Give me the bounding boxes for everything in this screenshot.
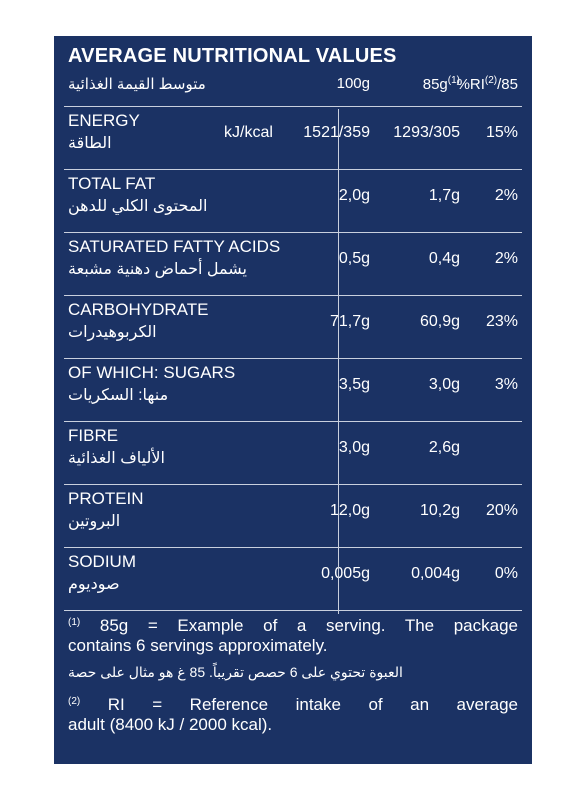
nutrient-name-arabic: صوديوم (68, 576, 120, 593)
row-separator (64, 421, 522, 422)
value-per-85g: 0,004g (411, 565, 460, 582)
row-separator (64, 295, 522, 296)
table-row: OF WHICH: SUGARS منها: السكريات 3,5g 3,0g 3% (68, 363, 518, 419)
value-ri-percent: 20% (485, 502, 518, 519)
value-per-100g: 3,0g (338, 439, 370, 456)
value-per-100g: 3,5g (338, 376, 370, 393)
column-header-100g: 100g (336, 75, 370, 92)
value-per-100g: 2,0g (338, 187, 370, 204)
value-per-100g: 0,5g (338, 250, 370, 267)
value-ri-percent: 23% (485, 313, 518, 330)
value-ri-percent: 15% (485, 124, 518, 141)
nutrient-name-arabic: الألياف الغذائية (68, 450, 165, 467)
footnote-ref-2: (2) (484, 75, 498, 86)
row-separator (64, 484, 522, 485)
footnote-ref-1: (1) (447, 75, 460, 86)
nutrient-name: CARBOHYDRATE (68, 300, 209, 319)
panel-title: AVERAGE NUTRITIONAL VALUES (68, 45, 397, 67)
footnote-2-line-2: adult (8400 kJ / 2000 kcal). (68, 715, 273, 734)
table-row: FIBRE الألياف الغذائية 3,0g 2,6g (68, 426, 518, 482)
column-header-ri: %RI(2)/85 (457, 75, 518, 93)
table-row: CARBOHYDRATE الكربوهيدرات 71,7g 60,9g 23% (68, 300, 518, 356)
value-per-85g: 0,4g (428, 250, 460, 267)
value-ri-percent: 2% (494, 187, 518, 204)
table-row: SATURATED FATTY ACIDS يشمل أحماض دهنية مش… (68, 237, 518, 293)
column-header-arabic: متوسط القيمة الغذائية (68, 76, 206, 93)
row-separator (64, 169, 522, 170)
nutrient-name: ENERGY (68, 111, 140, 130)
footnote-2-text-1: RI = Reference intake of an average (107, 695, 518, 714)
value-per-85g: 60,9g (419, 313, 460, 330)
value-ri-percent: 2% (494, 250, 518, 267)
footnote-1-mark: (1) (68, 617, 81, 628)
nutrient-name-arabic: الطاقة (68, 135, 112, 152)
value-per-85g: 1,7g (428, 187, 460, 204)
row-separator (64, 106, 522, 107)
value-per-100g: 71,7g (329, 313, 370, 330)
nutrient-name-arabic: الكربوهيدرات (68, 324, 157, 341)
footnote-1-arabic: العبوة تحتوي على 6 حصص تقريباً. 85 غ هو … (68, 664, 403, 680)
table-row: ENERGY الطاقة kJ/kcal 1521/359 1293/305 15% (68, 111, 518, 167)
footnote-2-line-1: (2) RI = Reference intake of an average (68, 692, 518, 715)
nutrient-name: PROTEIN (68, 489, 144, 508)
table-row: SODIUM صوديوم 0,005g 0,004g 0% (68, 552, 518, 608)
footnote-1-text-1: 85g = Example of a serving. The package (99, 616, 518, 635)
row-separator (64, 358, 522, 359)
nutrient-name: SATURATED FATTY ACIDS (68, 237, 281, 256)
nutrient-name: OF WHICH: SUGARS (68, 363, 236, 382)
column-header-85g-label: 85g (422, 76, 448, 93)
value-per-85g: 10,2g (419, 502, 460, 519)
column-divider-1 (338, 109, 339, 614)
footnote-1-line-1: (1) 85g = Example of a serving. The pack… (68, 613, 518, 636)
value-per-85g: 1293/305 (393, 124, 460, 141)
footnote-1-line-2: contains 6 servings approximately. (68, 636, 328, 655)
nutrient-name-arabic: المحتوى الكلي للدهن (68, 198, 208, 215)
nutrient-name: FIBRE (68, 426, 119, 445)
nutrient-name-arabic: البروتين (68, 513, 121, 530)
table-row: TOTAL FAT المحتوى الكلي للدهن 2,0g 1,7g 2% (68, 174, 518, 230)
nutrient-name: SODIUM (68, 552, 136, 571)
value-ri-percent: 0% (494, 565, 518, 582)
nutrient-name-arabic: يشمل أحماض دهنية مشبعة (68, 261, 247, 278)
value-per-85g: 2,6g (428, 439, 460, 456)
column-header: متوسط القيمة الغذائية 100g 85g(1) %RI(2)… (68, 73, 518, 97)
value-per-100g: 0,005g (321, 565, 370, 582)
column-header-ri-label: %RI (456, 76, 485, 93)
nutrient-name: TOTAL FAT (68, 174, 156, 193)
row-separator (64, 232, 522, 233)
footnote-2-mark: (2) (68, 696, 81, 707)
row-separator (64, 547, 522, 548)
value-ri-percent: 3% (494, 376, 518, 393)
row-separator (64, 610, 522, 611)
nutrient-unit: kJ/kcal (224, 124, 273, 141)
value-per-85g: 3,0g (428, 376, 460, 393)
column-header-85g: 85g(1) (423, 75, 460, 93)
nutrient-name-arabic: منها: السكريات (68, 387, 169, 404)
column-header-ri-suffix: /85 (497, 76, 518, 93)
nutrition-panel: AVERAGE NUTRITIONAL VALUES متوسط القيمة … (54, 36, 532, 764)
table-row: PROTEIN البروتين 12,0g 10,2g 20% (68, 489, 518, 545)
value-per-100g: 12,0g (329, 502, 370, 519)
value-per-100g: 1521/359 (303, 124, 370, 141)
